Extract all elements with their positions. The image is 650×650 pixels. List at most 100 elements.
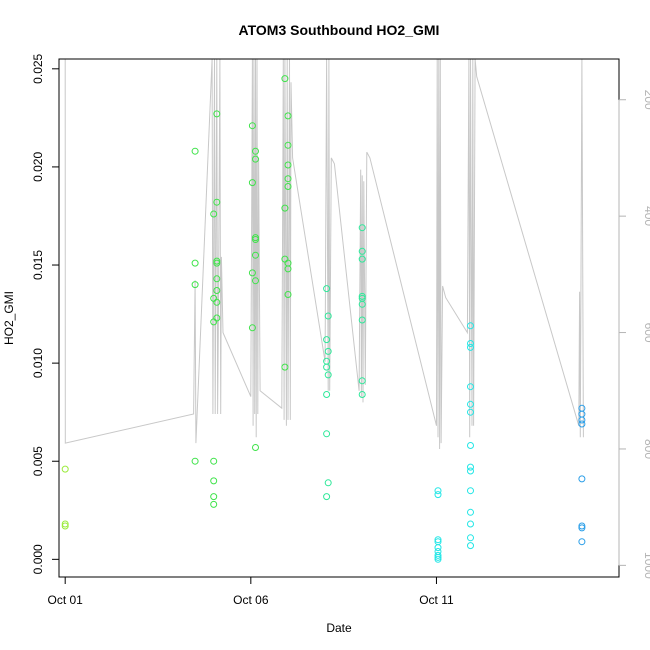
data-point [578, 416, 586, 424]
data-point [61, 520, 69, 528]
data-point [252, 147, 259, 155]
data-point [191, 147, 199, 155]
data-point [434, 491, 442, 499]
data-point [61, 465, 69, 473]
data-points [61, 75, 586, 563]
data-point [281, 363, 289, 371]
data-point [284, 291, 292, 298]
data-point [578, 475, 586, 483]
data-point [358, 377, 366, 385]
data-point [284, 112, 292, 120]
data-point [248, 324, 256, 332]
y-tick-label: 0.000 [31, 544, 45, 574]
data-point [248, 269, 256, 277]
data-point [252, 234, 259, 242]
data-point [467, 508, 474, 516]
y-axis: 0.000 0.005 0.010 0.015 0.020 0.025 [31, 53, 60, 574]
data-point [281, 204, 289, 212]
pressure-profile [64, 58, 584, 450]
data-point [323, 493, 331, 501]
data-point [358, 391, 366, 398]
data-point [324, 479, 332, 487]
data-point [358, 300, 366, 308]
data-point [467, 520, 474, 528]
data-point [210, 210, 218, 218]
data-point [467, 340, 474, 347]
data-point [467, 467, 474, 475]
data-point [252, 444, 259, 451]
data-point [323, 336, 331, 344]
data-point [248, 122, 256, 130]
secondary-tick-label: 800 [642, 439, 650, 459]
secondary-tick-label: 600 [642, 323, 650, 343]
data-point [467, 463, 474, 471]
data-point [467, 322, 474, 330]
plot-area [58, 58, 620, 578]
data-point [323, 391, 331, 398]
data-point [213, 298, 221, 306]
plot-frame [58, 58, 620, 578]
x-tick-label: Oct 01 [48, 593, 84, 607]
data-point [358, 224, 366, 232]
x-tick-label: Oct 11 [419, 593, 454, 607]
data-point [324, 347, 332, 355]
data-point [252, 277, 259, 285]
pressure-line [64, 58, 584, 450]
data-point [210, 493, 218, 501]
secondary-y-axis: 200 400 600 800 1000 [618, 90, 650, 579]
data-point [213, 314, 221, 322]
data-point [578, 420, 586, 428]
data-point [213, 275, 221, 283]
data-point [323, 363, 331, 371]
data-point [434, 487, 442, 495]
data-point [281, 75, 289, 83]
secondary-tick-label: 1000 [642, 552, 650, 579]
y-axis-label: HO2_GMI [2, 291, 16, 345]
data-point [467, 400, 474, 408]
data-point [210, 477, 218, 485]
data-point [191, 259, 199, 267]
data-point [467, 442, 474, 449]
data-point [213, 259, 221, 267]
secondary-tick-label: 400 [642, 206, 650, 226]
data-point [467, 487, 474, 495]
data-point [578, 524, 586, 532]
data-point [210, 457, 218, 465]
data-point [284, 265, 292, 273]
data-point [284, 161, 292, 169]
data-point [467, 542, 474, 550]
data-point [467, 534, 474, 542]
data-point [323, 285, 331, 293]
data-point [434, 544, 442, 552]
x-tick-label: Oct 06 [233, 593, 269, 607]
data-point [434, 555, 442, 563]
data-point [358, 255, 366, 263]
data-point [434, 551, 442, 559]
data-point [358, 292, 366, 300]
data-point [578, 538, 586, 546]
data-point [213, 257, 221, 265]
data-point [324, 371, 332, 379]
data-point [191, 281, 199, 289]
data-point [191, 457, 199, 465]
data-point [210, 500, 218, 508]
data-point [213, 287, 221, 294]
y-tick-label: 0.020 [31, 152, 45, 182]
data-point [284, 141, 292, 149]
y-tick-label: 0.005 [31, 446, 45, 476]
data-point [467, 383, 474, 391]
data-point [248, 179, 256, 187]
y-tick-label: 0.010 [31, 348, 45, 378]
y-tick-label: 0.025 [31, 53, 45, 83]
data-point [284, 175, 292, 183]
data-point [434, 553, 442, 561]
data-point [252, 251, 259, 259]
y-tick-label: 0.015 [31, 250, 45, 280]
data-point [213, 198, 221, 206]
data-point [284, 183, 292, 190]
data-point [252, 155, 259, 163]
data-point [252, 236, 259, 243]
data-point [467, 343, 474, 351]
x-axis-label: Date [326, 621, 352, 635]
